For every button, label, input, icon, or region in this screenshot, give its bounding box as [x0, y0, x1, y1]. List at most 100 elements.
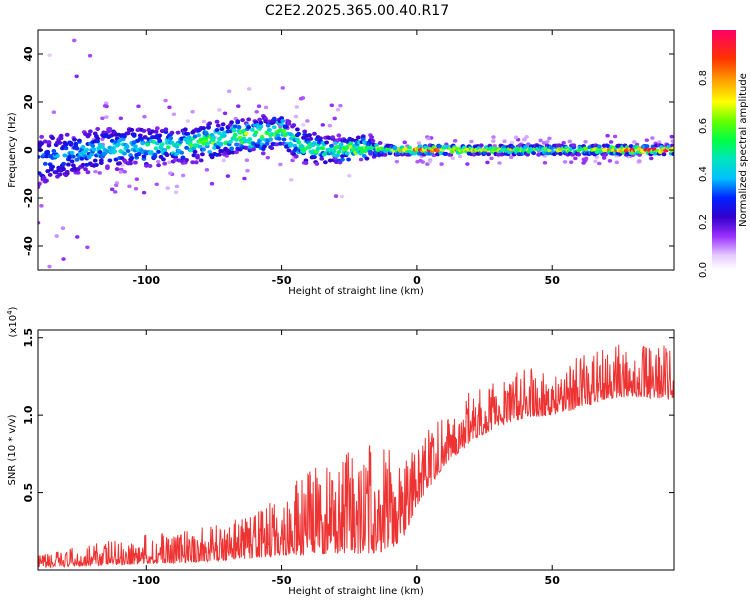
spectrogram-point — [204, 168, 210, 172]
spectrogram-point — [207, 150, 213, 155]
colorbar-tick-label: 0.6 — [698, 118, 709, 134]
spectrogram-point — [190, 109, 195, 114]
spectrogram-point — [105, 149, 110, 154]
spectrogram-point — [245, 168, 250, 173]
spectrogram-point — [85, 170, 91, 175]
spectrogram-point — [471, 152, 477, 157]
spectrogram-point — [169, 130, 175, 135]
spectrogram-point — [185, 131, 191, 136]
spectrogram-x-tick-label: -50 — [272, 274, 292, 287]
spectrogram-point — [426, 136, 431, 141]
spectrogram-point — [234, 150, 239, 155]
spectrogram-point — [168, 171, 173, 176]
spectrogram-point — [46, 140, 52, 145]
spectrogram-point — [263, 105, 269, 110]
spectrogram-point — [203, 136, 209, 141]
spectrogram-point — [38, 154, 41, 159]
spectrogram-point — [51, 110, 57, 115]
spectrogram-point — [147, 163, 153, 168]
spectrogram-point — [260, 151, 266, 156]
spectrogram-point — [256, 104, 262, 108]
spectrogram-y-tick-label: 40 — [22, 46, 35, 62]
spectrogram-point — [68, 140, 74, 145]
spectrogram-point — [332, 116, 337, 121]
spectrogram-x-axis-label: Height of straight line (km) — [288, 286, 424, 297]
spectrogram-point — [247, 137, 253, 142]
spectrogram-point — [70, 154, 76, 159]
spectrogram-point — [305, 119, 310, 123]
spectrogram-point — [94, 163, 99, 168]
spectrogram-point — [50, 136, 56, 141]
spectrogram-point — [150, 129, 155, 134]
snr-panel: -100 -50 0 50 0.5 1.0 1.5 Height of straight … — [6, 306, 675, 597]
spectrogram-point — [266, 127, 272, 132]
spectrogram-point — [340, 154, 345, 159]
spectrogram-point — [179, 150, 185, 155]
spectrogram-point — [499, 152, 505, 157]
spectrogram-point — [83, 167, 88, 172]
spectrogram-point — [235, 120, 241, 125]
spectrogram-point — [605, 144, 611, 149]
spectrogram-point — [286, 119, 292, 124]
spectrogram-point — [129, 127, 135, 132]
spectrogram-point — [249, 127, 255, 132]
spectrogram-point — [38, 184, 41, 189]
spectrogram-point — [167, 105, 172, 110]
spectrogram-point — [63, 142, 69, 147]
colorbar: 0.0 0.2 0.4 0.6 0.8 Normalized spectral ampl… — [698, 30, 749, 278]
spectrogram-point — [274, 142, 280, 147]
spectrogram-point — [296, 140, 302, 145]
spectrogram-point — [486, 152, 492, 157]
spectrogram-point — [227, 89, 232, 94]
spectrogram-point — [63, 146, 69, 151]
spectrogram-point — [127, 184, 132, 189]
spectrogram-x-tick-label: 0 — [413, 274, 421, 287]
spectrogram-point — [180, 155, 186, 160]
spectrogram-point — [244, 158, 250, 163]
spectrogram-point — [336, 133, 342, 138]
spectrogram-point — [671, 151, 674, 156]
spectrogram-point — [44, 178, 49, 183]
spectrogram-point — [159, 142, 165, 147]
spectrogram-point — [538, 138, 543, 143]
spectrogram-point — [92, 158, 98, 163]
spectrogram-point — [601, 156, 607, 160]
spectrogram-point — [217, 131, 222, 136]
spectrogram-point — [637, 159, 642, 163]
spectrogram-point — [185, 119, 191, 123]
spectrogram-point — [161, 157, 166, 162]
spectrogram-y-axis-label: Frequency (Hz) — [7, 112, 18, 188]
spectrogram-point — [146, 128, 152, 133]
spectrogram-point — [280, 118, 286, 123]
spectrogram-point — [232, 124, 238, 129]
spectrogram-point — [369, 135, 375, 140]
snr-x-tick-label: -50 — [272, 574, 292, 587]
spectrogram-point — [200, 137, 205, 142]
spectrogram-point — [93, 169, 98, 174]
spectrogram-point — [489, 156, 494, 161]
spectrogram-point — [114, 167, 120, 172]
spectrogram-point — [237, 135, 243, 140]
spectrogram-points — [38, 38, 674, 269]
colorbar-tick-label: 0.2 — [698, 214, 709, 230]
spectrogram-point — [72, 38, 77, 43]
spectrogram-point — [75, 170, 81, 175]
spectrogram-point — [243, 145, 249, 150]
spectrogram-point — [301, 135, 306, 140]
spectrogram-point — [497, 161, 502, 165]
spectrogram-point — [253, 130, 259, 135]
spectrogram-y-tick-labels: -40 -20 0 20 40 — [22, 46, 35, 256]
spectrogram-point — [100, 144, 105, 149]
spectrogram-point — [102, 104, 108, 108]
spectrogram-point — [117, 161, 122, 166]
spectrogram-point — [603, 152, 608, 157]
spectrogram-point — [197, 144, 203, 149]
spectrogram-point — [95, 136, 101, 141]
spectrogram-point — [545, 139, 550, 144]
spectrogram-point — [593, 159, 598, 164]
spectrogram-point — [113, 157, 119, 162]
spectrogram-point — [207, 121, 213, 126]
spectrogram-point — [141, 154, 147, 159]
spectrogram-point — [87, 129, 93, 134]
spectrogram-point — [320, 123, 325, 127]
